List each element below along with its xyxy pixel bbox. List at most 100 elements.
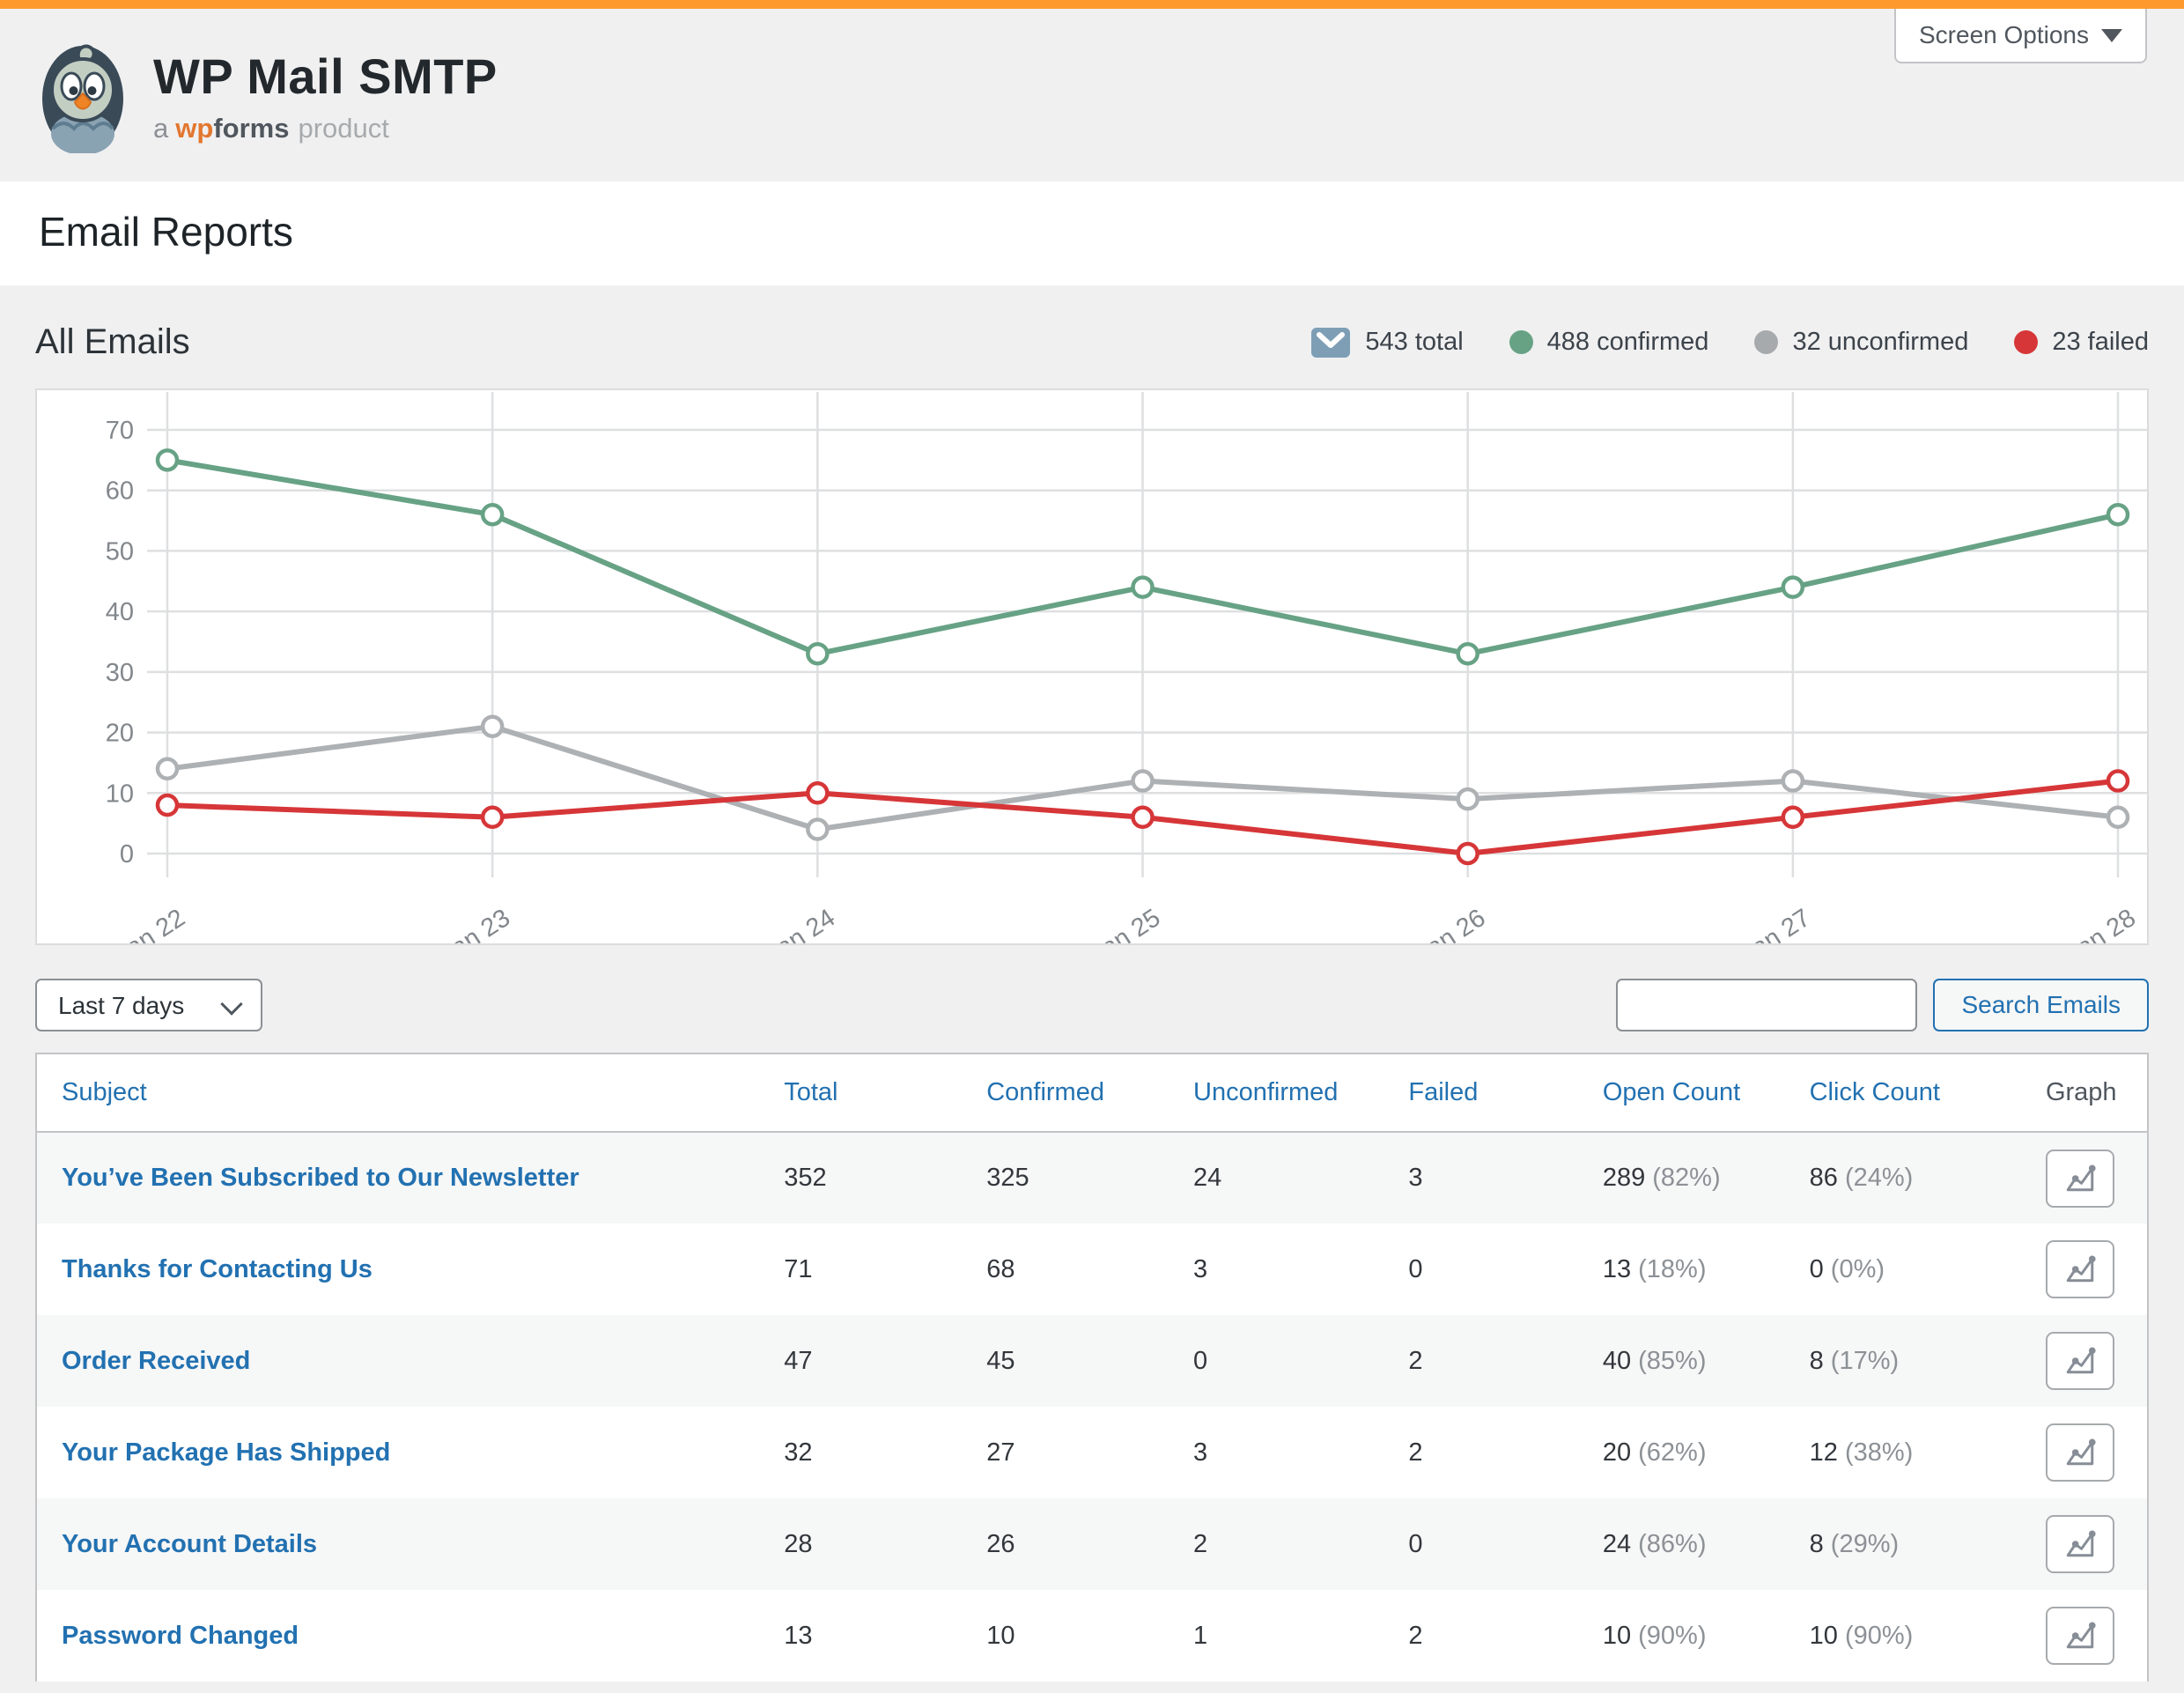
line-chart-icon bbox=[2062, 1345, 2098, 1377]
column-header-click-count[interactable]: Click Count bbox=[1809, 1054, 2046, 1133]
column-header-unconfirmed[interactable]: Unconfirmed bbox=[1193, 1054, 1409, 1133]
confirmed-cell: 45 bbox=[986, 1346, 1015, 1375]
unconfirmed-cell: 2 bbox=[1193, 1529, 1208, 1558]
search-input[interactable] bbox=[1616, 979, 1918, 1031]
column-header-subject[interactable]: Subject bbox=[37, 1054, 785, 1133]
chart-point-confirmed-4[interactable] bbox=[1456, 641, 1479, 666]
report-controls: Last 7 days Search Emails bbox=[35, 979, 2149, 1031]
total-cell: 352 bbox=[784, 1164, 827, 1192]
chart-point-confirmed-0[interactable] bbox=[155, 448, 180, 472]
open-count-cell-percent: (85%) bbox=[1638, 1346, 1707, 1375]
chart-point-confirmed-5[interactable] bbox=[1781, 575, 1805, 599]
subject-cell: Order Received bbox=[37, 1315, 784, 1407]
legend-label: 488 confirmed bbox=[1546, 328, 1709, 356]
legend-label: 32 unconfirmed bbox=[1792, 328, 1969, 356]
row-graph-button[interactable] bbox=[2045, 1607, 2114, 1665]
unconfirmed-cell: 24 bbox=[1193, 1164, 1222, 1192]
chart-point-failed-6[interactable] bbox=[2106, 769, 2130, 793]
email-subject-link[interactable]: Your Account Details bbox=[62, 1529, 318, 1558]
chart-point-unconfirmed-4[interactable] bbox=[1456, 787, 1479, 811]
subject-cell: Your Account Details bbox=[37, 1498, 784, 1590]
search-emails-button[interactable]: Search Emails bbox=[1933, 979, 2149, 1031]
x-tick-label-5: Jan 27 bbox=[1736, 904, 1815, 943]
screen-options-button[interactable]: Screen Options bbox=[1894, 9, 2147, 63]
chart-point-unconfirmed-1[interactable] bbox=[480, 714, 505, 738]
column-header-total[interactable]: Total bbox=[784, 1054, 987, 1133]
legend-item-1: 488 confirmed bbox=[1509, 328, 1709, 357]
content-area: All Emails 543 total 488 confirmed 32 unco… bbox=[0, 322, 2184, 1682]
click-count-cell: 8 (29%) bbox=[1810, 1498, 2046, 1590]
chart-point-confirmed-6[interactable] bbox=[2106, 502, 2130, 527]
email-subject-link[interactable]: Thanks for Contacting Us bbox=[62, 1254, 373, 1283]
y-tick-label: 0 bbox=[120, 840, 134, 869]
click-count-cell: 12 (38%) bbox=[1810, 1407, 2046, 1498]
chart-point-unconfirmed-6[interactable] bbox=[2106, 805, 2130, 830]
line-chart-icon bbox=[2062, 1163, 2098, 1194]
unconfirmed-cell: 0 bbox=[1193, 1346, 1208, 1375]
tagline-wp: wp bbox=[175, 112, 214, 144]
email-subject-link[interactable]: Order Received bbox=[62, 1346, 251, 1375]
row-graph-button[interactable] bbox=[2045, 1515, 2114, 1573]
chart-point-confirmed-3[interactable] bbox=[1131, 575, 1155, 599]
row-graph-button[interactable] bbox=[2045, 1240, 2114, 1298]
row-graph-button[interactable] bbox=[2045, 1149, 2114, 1208]
x-tick-label-0: Jan 22 bbox=[110, 904, 189, 943]
graph-cell bbox=[2045, 1224, 2147, 1315]
chart-point-confirmed-2[interactable] bbox=[806, 641, 830, 666]
chart-point-failed-3[interactable] bbox=[1131, 805, 1155, 830]
click-count-cell-percent: (17%) bbox=[1830, 1346, 1900, 1375]
row-graph-button[interactable] bbox=[2045, 1423, 2114, 1482]
email-subject-link[interactable]: Password Changed bbox=[62, 1621, 299, 1650]
row-graph-button[interactable] bbox=[2045, 1332, 2114, 1390]
email-subject-link[interactable]: You’ve Been Subscribed to Our Newsletter bbox=[62, 1164, 579, 1192]
click-count-cell-percent: (90%) bbox=[1844, 1621, 1914, 1650]
chart-point-confirmed-1[interactable] bbox=[480, 502, 505, 527]
emails-line-chart: 0 10 20 30 40 50 60 70 Jan 22 Jan 23 Jan 24 Jan 25 J… bbox=[106, 392, 2147, 943]
unconfirmed-cell: 3 bbox=[1193, 1254, 1208, 1283]
legend-label: 23 failed bbox=[2052, 328, 2149, 356]
failed-cell: 3 bbox=[1408, 1164, 1423, 1192]
date-range-select[interactable]: Last 7 days bbox=[35, 979, 262, 1031]
total-cell: 13 bbox=[784, 1621, 813, 1650]
column-header-confirmed[interactable]: Confirmed bbox=[986, 1054, 1193, 1133]
app-title-block: WP Mail SMTP a wpforms product bbox=[153, 49, 498, 144]
table-row: Order Received 47 45 0 2 40 (85%) 8 (17%) bbox=[37, 1315, 2147, 1407]
open-count-cell-percent: (86%) bbox=[1638, 1529, 1707, 1558]
chart-point-unconfirmed-0[interactable] bbox=[155, 757, 180, 781]
x-tick-label-2: Jan 24 bbox=[761, 904, 840, 943]
failed-cell: 2 bbox=[1408, 1621, 1423, 1650]
chart-point-failed-0[interactable] bbox=[155, 793, 180, 817]
open-count-cell-value: 40 bbox=[1602, 1346, 1639, 1375]
legend-dot-icon bbox=[2014, 330, 2039, 354]
chart-legend: 543 total 488 confirmed 32 unconfirmed 23 f… bbox=[1310, 327, 2149, 359]
chart-point-unconfirmed-2[interactable] bbox=[806, 817, 830, 841]
y-tick-label: 60 bbox=[106, 477, 134, 506]
graph-cell bbox=[2045, 1498, 2147, 1590]
open-count-cell-value: 13 bbox=[1602, 1254, 1639, 1283]
table-header: Subject Total Confirmed Unconfirmed Failed Op… bbox=[37, 1054, 2147, 1133]
chart-point-failed-4[interactable] bbox=[1456, 841, 1479, 866]
column-header-failed[interactable]: Failed bbox=[1408, 1054, 1603, 1133]
chart-point-unconfirmed-3[interactable] bbox=[1131, 769, 1155, 793]
open-count-cell-percent: (82%) bbox=[1652, 1164, 1721, 1192]
failed-cell: 2 bbox=[1408, 1346, 1423, 1375]
column-header-open-count[interactable]: Open Count bbox=[1602, 1054, 1810, 1133]
all-emails-section-header: All Emails 543 total 488 confirmed 32 unco… bbox=[35, 322, 2149, 362]
chart-point-failed-5[interactable] bbox=[1781, 805, 1805, 830]
chart-point-failed-1[interactable] bbox=[480, 805, 505, 830]
x-tick-label-6: Jan 28 bbox=[2061, 904, 2140, 943]
tagline-forms: forms bbox=[213, 112, 290, 144]
click-count-cell-value: 86 bbox=[1809, 1164, 1845, 1192]
line-chart-icon bbox=[2062, 1253, 2098, 1285]
table-header-row: Subject Total Confirmed Unconfirmed Failed Op… bbox=[37, 1054, 2147, 1133]
chart-point-failed-2[interactable] bbox=[806, 781, 830, 805]
open-count-cell-percent: (90%) bbox=[1638, 1621, 1707, 1650]
chart-point-unconfirmed-5[interactable] bbox=[1781, 769, 1805, 793]
table-row: Your Account Details 28 26 2 0 24 (86%) 8 (29%… bbox=[37, 1498, 2147, 1590]
click-count-cell: 0 (0%) bbox=[1810, 1224, 2046, 1315]
page-title-band: Email Reports bbox=[0, 181, 2184, 285]
tagline-product: product bbox=[298, 112, 389, 144]
email-subject-link[interactable]: Your Package Has Shipped bbox=[62, 1438, 391, 1467]
click-count-cell-percent: (24%) bbox=[1844, 1164, 1914, 1192]
